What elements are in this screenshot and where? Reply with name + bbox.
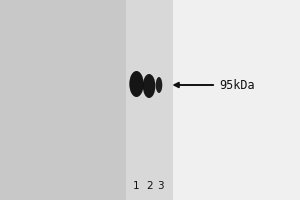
Bar: [150, 0, 300, 200]
Text: 1: 1: [133, 181, 140, 191]
Text: 95kDa: 95kDa: [219, 79, 255, 92]
Ellipse shape: [156, 77, 162, 93]
Bar: [0, 0, 150, 200]
Text: 3: 3: [157, 181, 164, 191]
Ellipse shape: [129, 71, 144, 97]
Bar: [126, 0, 172, 200]
Ellipse shape: [143, 74, 155, 98]
Text: 2: 2: [146, 181, 152, 191]
